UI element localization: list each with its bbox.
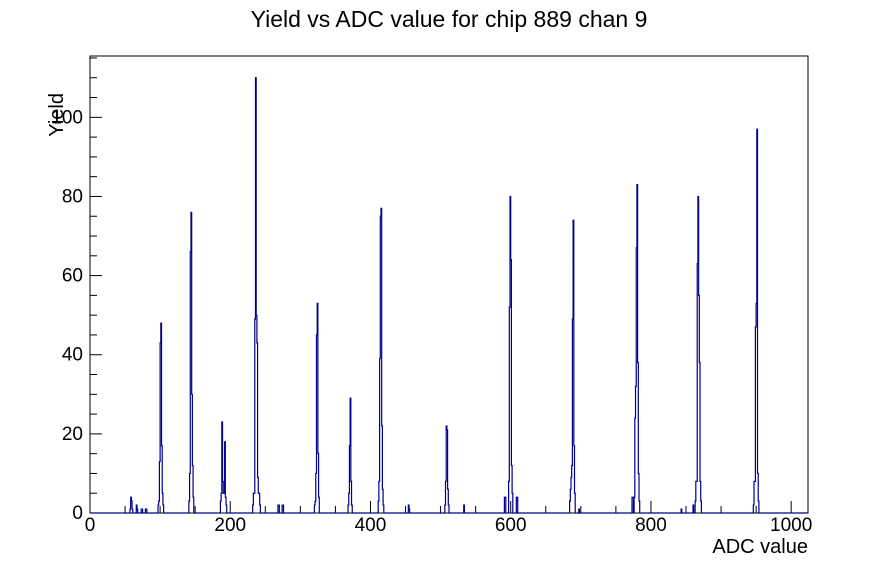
x-axis-title: ADC value	[712, 536, 808, 558]
x-tick-label: 600	[495, 515, 527, 536]
y-tick-label: 0	[72, 503, 83, 524]
x-tick-label: 0	[85, 515, 96, 536]
x-tick-label: 200	[214, 515, 246, 536]
x-tick-label: 800	[635, 515, 667, 536]
x-tick-label: 1000	[770, 515, 812, 536]
chart-title: Yield vs ADC value for chip 889 chan 9	[250, 6, 648, 32]
y-tick-label: 60	[62, 266, 83, 287]
histogram-line	[90, 77, 808, 514]
y-tick-label: 80	[62, 186, 83, 207]
x-tick-label: 400	[355, 515, 387, 536]
y-tick-label: 40	[62, 345, 83, 366]
y-tick-label: 20	[62, 424, 83, 445]
y-tick-label: 100	[51, 107, 83, 128]
